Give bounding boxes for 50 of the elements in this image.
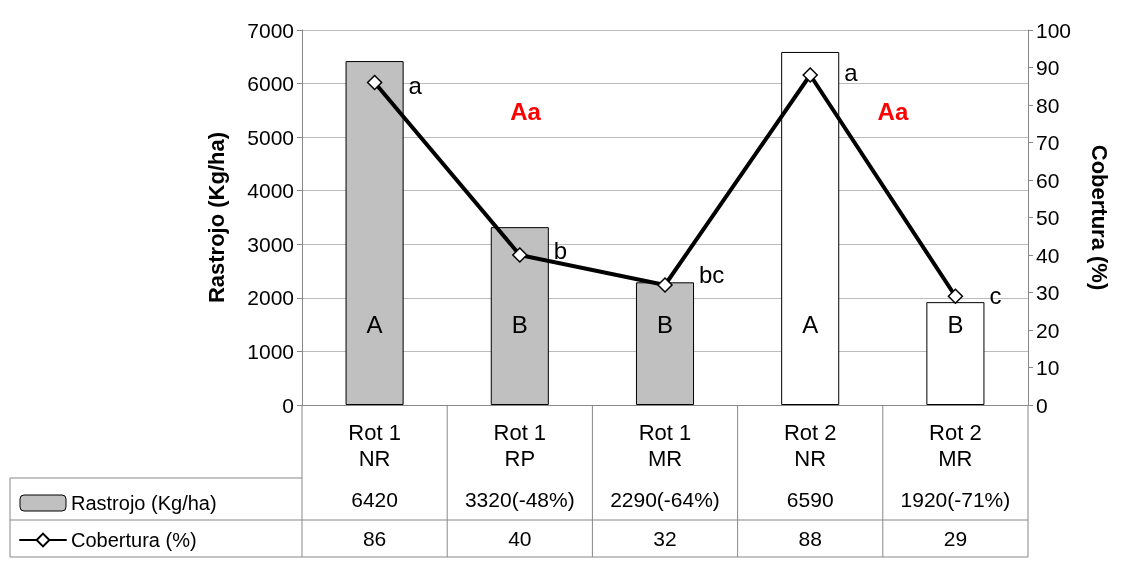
annotation: Aa — [877, 98, 909, 126]
annotation: b — [553, 236, 568, 264]
y2-tick-label: 90 — [1036, 56, 1060, 79]
y2-tick-label: 10 — [1036, 356, 1060, 379]
annotation: bc — [699, 261, 725, 289]
annotation: a — [844, 58, 859, 86]
data-label: 6590 — [786, 487, 834, 511]
data-label: 3320(-48%) — [464, 487, 575, 511]
data-label: 6420 — [351, 487, 398, 511]
data-label: 1920(-71%) — [900, 487, 1011, 511]
y2-tick-label: 80 — [1036, 93, 1060, 117]
y2-tick-label: 0 — [1036, 393, 1048, 417]
y2-tick-label: 100 — [1036, 18, 1072, 42]
annotation: Aa — [510, 98, 542, 126]
legend-label: Cobertura (%) — [71, 529, 197, 551]
y-tick-label: 2000 — [247, 286, 294, 310]
x-tick-label: Rot 1 NR — [348, 419, 401, 471]
y2-tick-label: 50 — [1036, 206, 1060, 229]
annotation: A — [802, 311, 819, 339]
data-label: 40 — [508, 527, 532, 550]
x-tick-label: Rot 1 RP — [493, 419, 547, 471]
y-axis-title: Rastrojo (Kg/ha) — [203, 131, 229, 304]
y2-tick-label: 60 — [1036, 168, 1060, 192]
annotation: B — [656, 311, 674, 339]
legend-label: Rastrojo (Kg/ha) — [71, 492, 217, 514]
data-label: 29 — [943, 527, 968, 550]
y-tick-label: 4000 — [247, 179, 294, 203]
annotation: B — [511, 311, 528, 339]
y-tick-label: 7000 — [247, 18, 294, 42]
y-tick-label: 5000 — [247, 125, 294, 149]
annotation: a — [408, 71, 423, 99]
data-label: 86 — [362, 527, 387, 550]
y2-axis-title: Cobertura (%) — [1086, 144, 1112, 291]
y-tick-label: 1000 — [247, 339, 294, 363]
x-tick-label: Rot 1 MR — [638, 419, 692, 471]
data-label: 88 — [798, 527, 822, 550]
y-tick-label: 3000 — [247, 232, 294, 256]
annotation: A — [366, 311, 383, 339]
y-tick-label: 0 — [282, 393, 294, 417]
annotation: B — [947, 311, 964, 339]
x-tick-label: Rot 2 MR — [929, 419, 982, 471]
y2-tick-label: 20 — [1036, 318, 1060, 342]
y2-tick-label: 40 — [1036, 243, 1060, 267]
x-tick-label: Rot 2 NR — [783, 419, 837, 471]
data-label: 32 — [653, 527, 677, 550]
y-tick-label: 6000 — [247, 72, 294, 96]
y2-tick-label: 70 — [1036, 131, 1060, 154]
y2-tick-label: 30 — [1036, 281, 1060, 304]
data-label: 2290(-64%) — [610, 487, 720, 511]
annotation: c — [989, 281, 1002, 309]
